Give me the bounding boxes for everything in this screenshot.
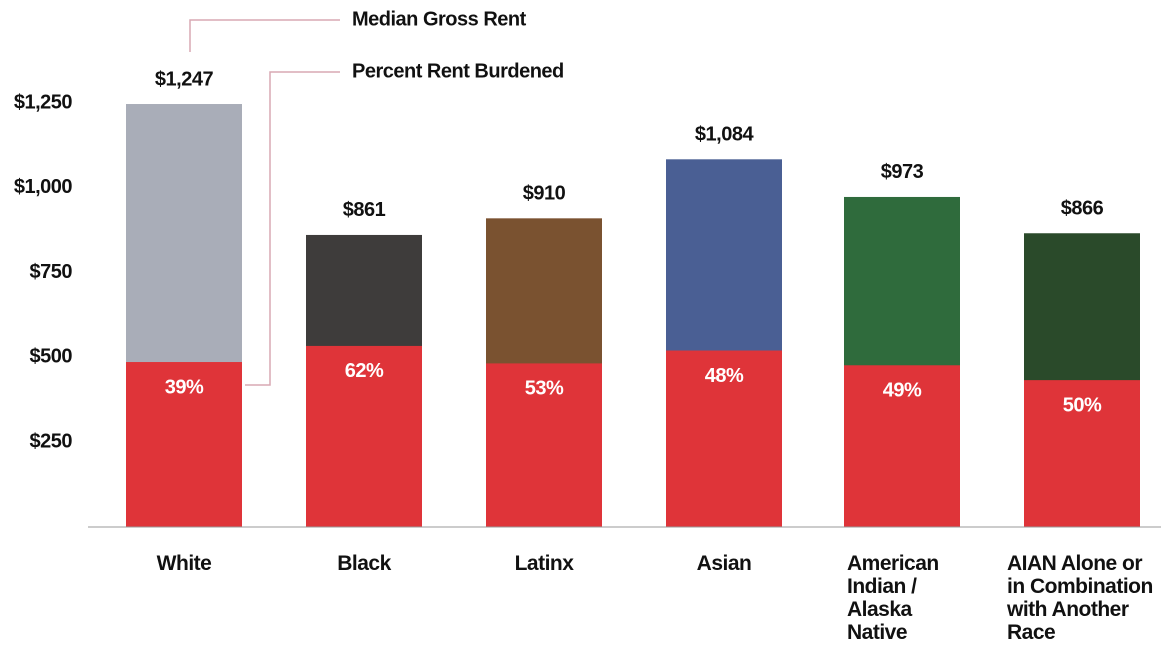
y-tick-label: $500 [30,346,73,368]
legend-label: Percent Rent Burdened [352,60,564,82]
value-label: $1,247 [155,68,214,90]
burden-bar [666,350,782,527]
x-tick-label: Latinx [464,552,624,575]
y-tick-label: $1,250 [14,91,73,113]
burden-bar [126,362,242,527]
percent-label: 50% [1063,394,1102,416]
x-tick-label: AIAN Alone or in Combination with Anothe… [1002,552,1161,644]
x-tick-text: Asian [696,552,752,575]
burden-bar [1024,380,1140,527]
percent-label: 49% [883,380,922,402]
legend-leader [189,19,340,52]
value-label: $973 [881,161,924,183]
x-tick-text: AIAN Alone or in Combination with Anothe… [1007,552,1153,644]
x-tick-label: American Indian / Alaska Native [822,552,982,644]
percent-label: 62% [345,360,384,382]
y-tick-label: $250 [30,430,73,452]
value-label: $910 [523,183,566,205]
x-tick-text: White [156,552,212,575]
x-tick-text: Black [337,552,391,575]
percent-label: 39% [165,376,204,398]
percent-label: 53% [525,378,564,400]
x-tick-text: American Indian / Alaska Native [847,552,939,644]
value-label: $861 [343,199,386,221]
legend-leader [245,71,340,386]
y-tick-label: $1,000 [14,176,73,198]
value-label: $866 [1061,198,1104,220]
x-tick-label: Black [284,552,444,575]
legend-label: Median Gross Rent [352,8,527,30]
x-tick-text: Latinx [514,552,574,575]
burden-bar [844,365,960,527]
burden-bar [486,363,602,527]
y-tick-label: $750 [30,261,73,283]
burden-bar [306,345,422,527]
percent-label: 48% [705,365,744,387]
x-tick-label: White [104,552,264,575]
value-label: $1,084 [695,124,755,146]
x-tick-label: Asian [644,552,804,575]
